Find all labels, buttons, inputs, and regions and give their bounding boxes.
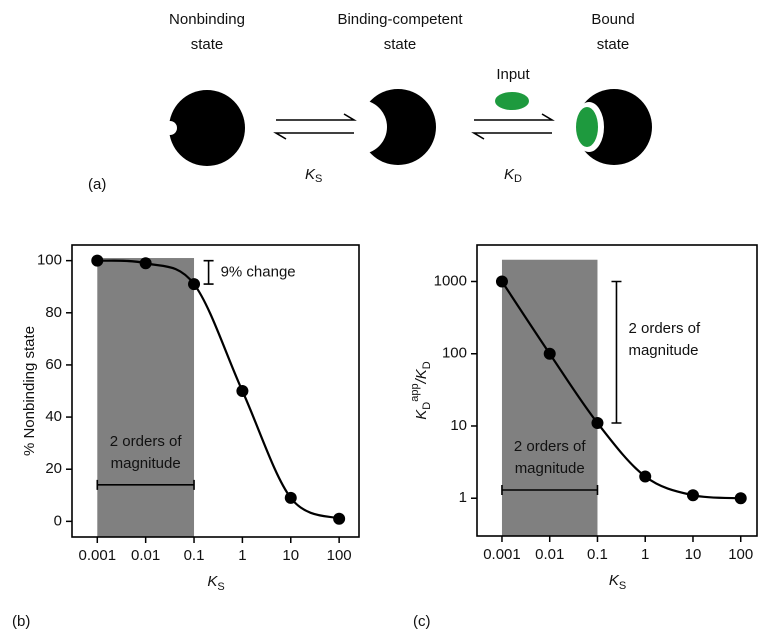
label-part: D — [421, 361, 433, 369]
rate-label: KD — [504, 166, 522, 185]
shaded-region — [97, 258, 195, 537]
label-part: K — [207, 573, 218, 590]
label-part: app — [409, 383, 421, 401]
state-label: state — [597, 36, 630, 53]
x-tick-label: 0.1 — [184, 547, 205, 564]
data-point — [188, 278, 201, 291]
bracket — [501, 484, 599, 495]
x-tick-label: 0.001 — [483, 546, 521, 563]
data-point — [333, 512, 346, 525]
label-part: K — [413, 409, 430, 420]
annotation-text: magnitude — [111, 455, 181, 472]
data-point — [139, 257, 152, 270]
ligand — [576, 107, 598, 147]
x-tick-label: 0.001 — [79, 547, 117, 564]
y-tick-label: 0 — [54, 512, 62, 529]
chart: 0.001 0.01 0.1 1 10 100 0 20 40 60 80 100 9% change 2… — [12, 244, 360, 630]
data-point — [236, 385, 249, 397]
data-point — [686, 489, 699, 502]
annotation-text: 2 orders of — [514, 438, 587, 455]
label-part: /K — [413, 368, 430, 384]
data-point — [284, 491, 297, 504]
y-tick-label: 80 — [45, 304, 62, 321]
input-ligand — [495, 92, 529, 110]
state-label: Binding-competent — [337, 11, 463, 28]
state-label: state — [384, 36, 417, 53]
x-tick-label: 100 — [327, 547, 352, 564]
annotation: 2 orders of magnitude — [611, 280, 701, 424]
y-axis-label: % Nonbinding state — [21, 326, 38, 456]
bracket — [611, 280, 622, 424]
data-point — [91, 254, 104, 267]
input-label: Input — [496, 66, 530, 83]
rate-label: KS — [305, 166, 322, 185]
label-part: K — [609, 572, 620, 589]
annotation-text: 2 orders of — [110, 433, 183, 450]
arrow — [273, 132, 354, 140]
x-tick-label: 0.01 — [535, 546, 564, 563]
arrow — [474, 113, 555, 121]
y-tick-label: 10 — [450, 417, 467, 434]
diagram: Nonbinding state Binding-competent state… — [88, 11, 652, 193]
x-tick-label: 10 — [685, 546, 702, 563]
subscript: S — [315, 173, 322, 185]
protein-notch — [163, 121, 177, 135]
x-axis-label: KS — [609, 572, 626, 592]
data-point — [639, 470, 652, 483]
subscript: D — [514, 173, 522, 185]
data-point — [543, 347, 556, 360]
x-tick-label: 0.1 — [587, 546, 608, 563]
x-tick-label: 10 — [282, 547, 299, 564]
bracket — [203, 259, 214, 285]
chart: 0.001 0.01 0.1 1 10 100 1 10 100 1000 2 orders of m… — [409, 244, 758, 630]
x-axis-label: KS — [207, 573, 224, 593]
y-tick-label: 1 — [459, 489, 467, 506]
annotation: 2 orders of magnitude — [96, 433, 195, 490]
y-tick-label: 100 — [442, 345, 467, 362]
label-part: D — [421, 402, 433, 410]
symbol: K — [504, 166, 515, 183]
x-tick-label: 0.01 — [131, 547, 160, 564]
protein-pocket — [333, 100, 387, 154]
annotation: 9% change — [203, 259, 296, 285]
y-tick-label: 1000 — [434, 272, 467, 289]
panel-label: (b) — [12, 613, 30, 630]
plot-frame — [476, 244, 758, 537]
label-part: S — [217, 581, 224, 593]
x-tick-label: 1 — [641, 546, 649, 563]
state-label: Nonbinding — [169, 11, 245, 28]
data-point — [591, 416, 604, 429]
y-tick-label: 40 — [45, 408, 62, 425]
x-tick-label: 100 — [728, 546, 753, 563]
panel-label: (a) — [88, 176, 106, 193]
symbol: K — [305, 166, 316, 183]
y-tick-label: 20 — [45, 460, 62, 477]
x-tick-label: 1 — [238, 547, 246, 564]
arrow — [276, 113, 357, 121]
label-part: S — [619, 580, 626, 592]
plot-frame — [71, 244, 360, 538]
annotation-text: magnitude — [515, 460, 585, 477]
annotation-text: 9% change — [221, 263, 296, 280]
y-tick-label: 100 — [37, 252, 62, 269]
panel-label: (c) — [413, 613, 431, 630]
data-point — [495, 275, 508, 288]
y-tick-label: 60 — [45, 356, 62, 373]
annotation-text: magnitude — [628, 342, 698, 359]
bracket — [96, 479, 195, 490]
annotation-text: 2 orders of — [628, 320, 701, 337]
equilibrium-arrows — [273, 113, 555, 140]
state-label: Bound — [591, 11, 634, 28]
protein-shape — [169, 90, 245, 166]
arrow — [471, 132, 552, 140]
state-label: state — [191, 36, 224, 53]
annotation: 2 orders of magnitude — [501, 438, 599, 495]
y-axis-label: KDapp/KD — [409, 361, 433, 420]
shaded-region — [501, 259, 598, 536]
data-point — [734, 492, 747, 505]
